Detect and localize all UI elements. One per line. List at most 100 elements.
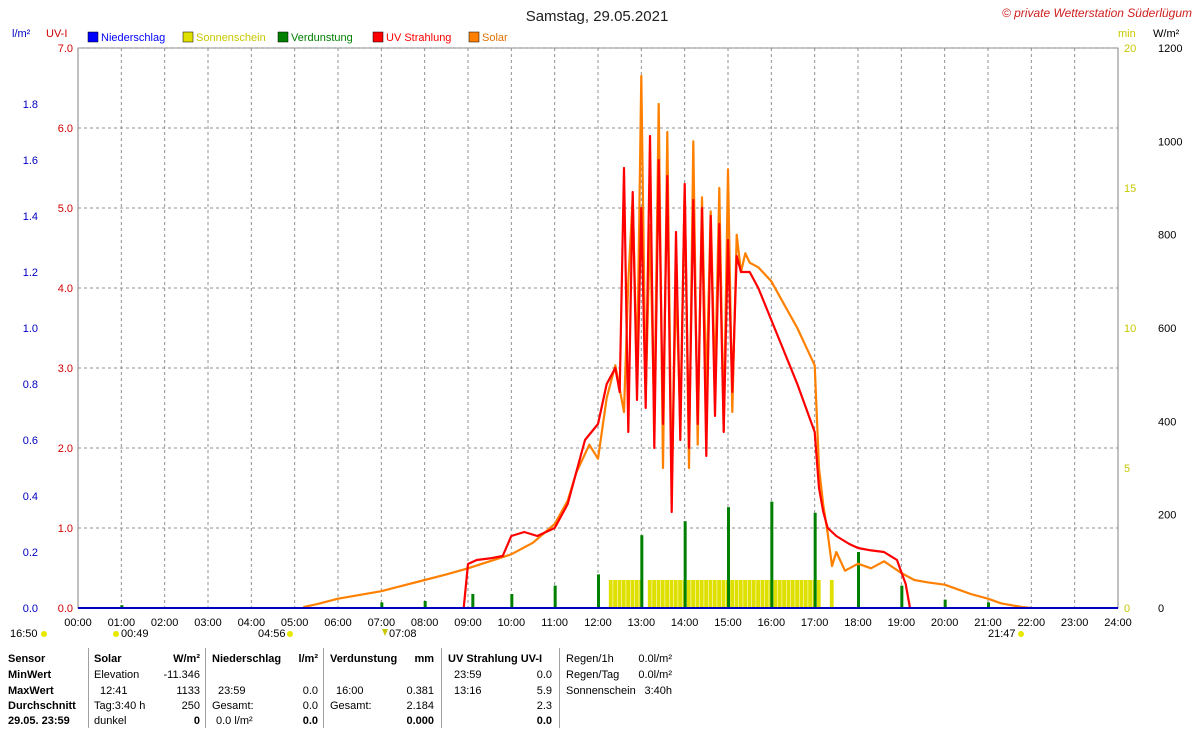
weather-chart: 00:00 01:00 02:00 03:00 04:00 05:00 06:00 07:00… [10,6,1192,640]
uv-tick-label: 5.0 [58,203,73,215]
rain-row-value: 0.0l/m² [638,653,672,665]
sunshine-bar [730,580,734,608]
sunshine-bar [751,580,756,608]
sunshine-bar [782,580,786,608]
date-label: 29.05. 23:59 [8,715,70,727]
legend-swatch [372,31,384,43]
solar-tick-label: 0 [1158,603,1164,615]
sunshine-bar [695,580,700,608]
precip-tick-label: 0.0 [23,603,38,615]
x-tick-label: 16:00 [758,617,786,629]
x-tick-label: 23:00 [1061,617,1089,629]
marker-dot [41,631,47,637]
precip-tick-label: 1.2 [23,267,38,279]
sunshine-bar [760,580,765,608]
evaporation-bar [640,535,644,608]
x-tick-label: 03:00 [194,617,222,629]
sunshine-tick-label: 20 [1124,43,1136,55]
precip-row-label: 23:59 [218,685,246,697]
legend-label: Verdunstung [291,32,353,44]
x-tick-label: 06:00 [324,617,352,629]
sunshine-bar [803,580,808,608]
x-tick-label: 01:00 [108,617,136,629]
sunshine-bar [669,580,674,608]
x-tick-label: 10:00 [498,617,526,629]
chart-title: Samstag, 29.05.2021 [526,8,669,25]
solar-axis-unit: W/m² [1153,28,1180,40]
sunshine-tick-label: 10 [1124,323,1136,335]
x-tick-label: 08:00 [411,617,439,629]
legend-label: Sonnenschein [196,32,266,44]
sunshine-bar [829,580,834,608]
x-tick-label: 04:00 [238,617,266,629]
uv-row-value: 0.0 [536,669,552,681]
sunshine-bar [656,580,661,608]
sunshine-bar [743,580,747,608]
rain-row-value: 3:40h [644,685,672,697]
solar-row-label: 12:41 [100,685,128,697]
legend-label: Niederschlag [101,32,165,44]
x-tick-label: 09:00 [454,617,482,629]
sunshine-bar [647,580,652,608]
sunshine-bar [738,580,743,608]
x-tick-label: 24:00 [1104,617,1132,629]
uv-tick-label: 2.0 [58,443,73,455]
evaporation-bar [380,602,384,608]
uv-header: UV Strahlung UV-I [448,653,543,665]
marker-triangle [382,629,388,636]
evaporation-bar [943,599,947,608]
x-tick-label: 21:00 [974,617,1002,629]
uv-tick-label: 4.0 [58,283,73,295]
x-tick-label: 13:00 [628,617,656,629]
precip-row-value: 0.0 [302,685,318,697]
evaporation-bar [597,574,600,608]
sunshine-bar [621,580,626,608]
uv-tick-label: 0.0 [58,603,73,615]
precip-tick-label: 0.4 [23,491,38,503]
marker-sunrise2-time: 07:08 [389,628,417,640]
chart-watermark: © private Wetterstation Süderlügum [1002,6,1192,20]
solar-row-label: Elevation [94,669,140,681]
sunshine-bar [786,580,791,608]
precip-tick-label: 1.0 [23,323,38,335]
sunshine-bar [660,580,665,608]
rain-row-label: Sonnenschein [566,685,636,697]
solar-tick-label: 1200 [1158,43,1182,55]
precip-tick-label: 0.8 [23,379,38,391]
legend-label: Solar [482,32,508,44]
marker-left-time: 16:50 [10,628,38,640]
x-tick-label: 14:00 [671,617,699,629]
sunshine-bar [721,580,726,608]
max-label: MaxWert [8,685,54,697]
sunshine-bar [795,580,799,608]
legend-label: UV Strahlung [386,32,451,44]
evap-row-value: 0.000 [406,715,434,727]
sunshine-bar [799,580,804,608]
sunshine-axis-unit: min [1118,28,1136,40]
evaporation-bar [471,594,475,608]
uv-tick-label: 6.0 [58,123,73,135]
sunshine-bar [808,580,812,608]
evaporation-bar [120,605,124,608]
precip-tick-label: 1.6 [23,155,38,167]
uv-axis-unit: UV-I [46,28,67,40]
marker-dot [1018,631,1024,637]
evap-row-label: Gesamt: [330,700,372,712]
x-tick-label: 15:00 [714,617,742,629]
evaporation-bars [120,501,990,608]
evap-unit: mm [414,653,434,665]
chart-grid [77,47,1119,609]
sunshine-bar [699,580,704,608]
uv-tick-label: 7.0 [58,43,73,55]
precip-header: Niederschlag [212,653,282,665]
precip-tick-label: 1.4 [23,211,38,223]
sunshine-bar [790,580,795,608]
evaporation-bar [727,507,730,608]
sunshine-bar [691,580,695,608]
x-tick-label: 07:00 [368,617,396,629]
evap-row-value: 0.381 [406,685,434,697]
sunshine-bar [773,580,778,608]
marker-moon-time: 00:49 [121,628,149,640]
solar-unit: W/m² [173,653,200,665]
sunshine-bar [686,580,691,608]
